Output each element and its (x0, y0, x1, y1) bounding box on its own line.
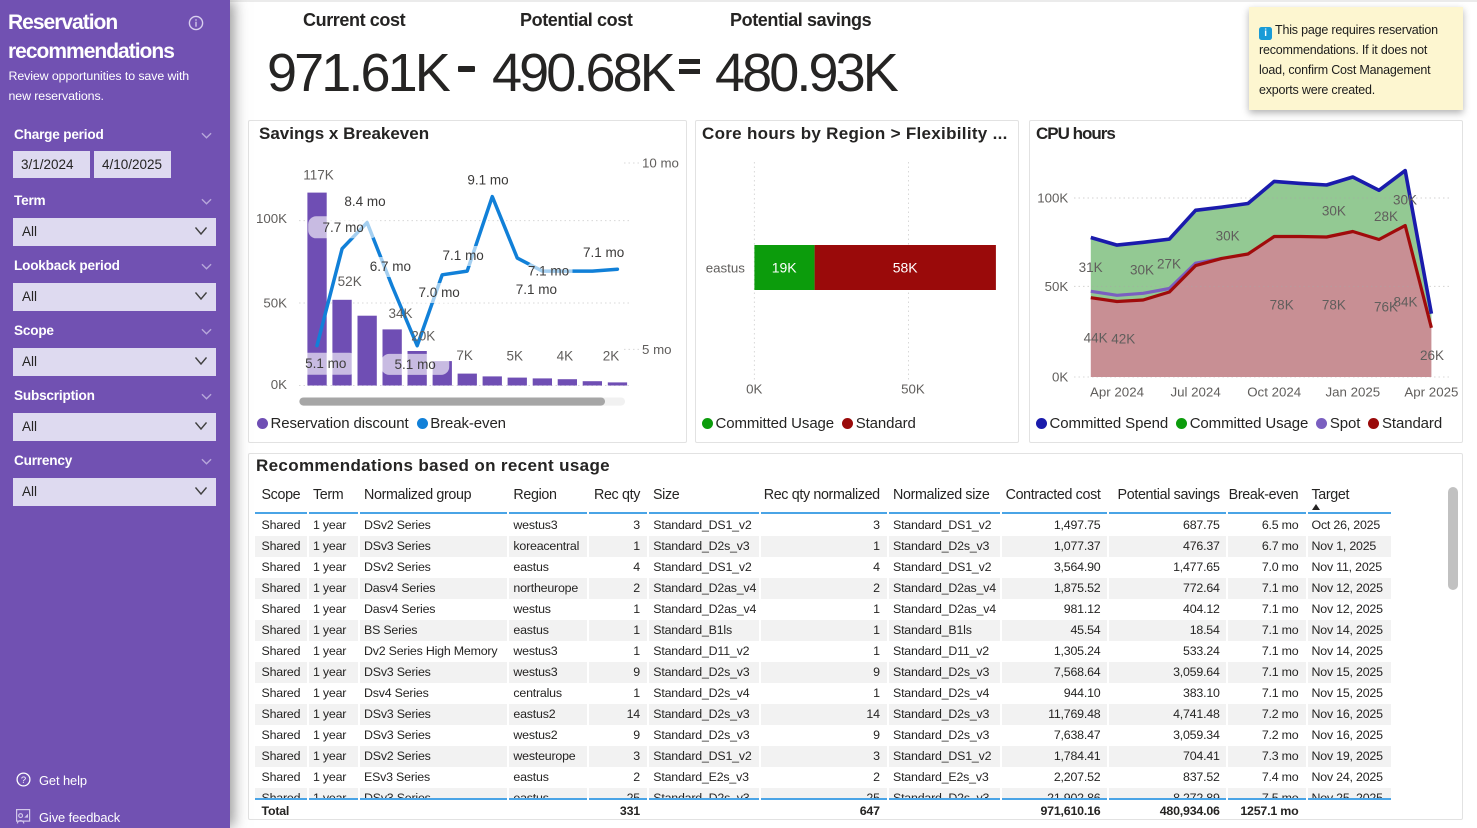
svg-text:76K: 76K (1374, 300, 1398, 315)
svg-text:0K: 0K (1052, 370, 1068, 385)
svg-text:2K: 2K (603, 348, 620, 363)
svg-text:30K: 30K (1216, 228, 1240, 243)
svg-text:117K: 117K (303, 168, 334, 183)
svg-text:30K: 30K (1393, 192, 1417, 207)
svg-text:10 mo: 10 mo (642, 156, 679, 171)
svg-text:28K: 28K (1374, 209, 1398, 224)
svg-text:42K: 42K (1111, 332, 1135, 347)
svg-text:27K: 27K (1157, 257, 1181, 272)
svg-text:31K: 31K (1079, 260, 1103, 275)
svg-text:5.1 mo: 5.1 mo (305, 356, 346, 371)
svg-text:50K: 50K (1045, 279, 1069, 294)
svg-text:?: ? (21, 775, 26, 786)
svg-text:50K: 50K (263, 296, 287, 311)
svg-text:30K: 30K (1322, 203, 1346, 218)
svg-text:50K: 50K (901, 382, 925, 397)
svg-text:7.1 mo: 7.1 mo (528, 263, 569, 278)
svg-text:6.7 mo: 6.7 mo (370, 259, 411, 274)
svg-text:34K: 34K (388, 306, 412, 321)
svg-text:78K: 78K (1322, 298, 1346, 313)
svg-text:20K: 20K (411, 329, 435, 344)
svg-text:5K: 5K (506, 348, 523, 363)
svg-text:eastus: eastus (706, 260, 746, 275)
svg-text:30K: 30K (1130, 262, 1154, 277)
svg-text:Apr 2025: Apr 2025 (1404, 385, 1458, 400)
svg-text:8.4 mo: 8.4 mo (344, 194, 385, 209)
svg-text:4K: 4K (557, 348, 574, 363)
svg-text:9.1 mo: 9.1 mo (467, 173, 508, 188)
svg-text:7K: 7K (456, 348, 473, 363)
svg-text:7.7 mo: 7.7 mo (323, 220, 364, 235)
svg-text:84K: 84K (1393, 294, 1417, 309)
svg-text:5 mo: 5 mo (642, 342, 672, 357)
svg-text:78K: 78K (1270, 298, 1294, 313)
svg-text:100K: 100K (256, 211, 287, 226)
svg-text:Apr 2024: Apr 2024 (1090, 385, 1144, 400)
svg-text:7.1 mo: 7.1 mo (443, 248, 484, 263)
svg-text:7.1 mo: 7.1 mo (583, 245, 624, 260)
svg-text:7.1 mo: 7.1 mo (516, 282, 557, 297)
svg-text:52K: 52K (338, 274, 362, 289)
svg-text:Jan 2025: Jan 2025 (1325, 385, 1380, 400)
svg-text:Oct 2024: Oct 2024 (1247, 385, 1301, 400)
svg-text:7.0 mo: 7.0 mo (419, 285, 460, 300)
svg-text:5.1 mo: 5.1 mo (395, 357, 436, 372)
svg-text:0K: 0K (271, 377, 287, 392)
svg-text:26K: 26K (1420, 348, 1444, 363)
svg-text:44K: 44K (1084, 331, 1108, 346)
svg-text:0K: 0K (746, 382, 762, 397)
svg-text:19K: 19K (772, 260, 798, 276)
svg-text:Jul 2024: Jul 2024 (1170, 385, 1220, 400)
svg-text:100K: 100K (1037, 191, 1068, 206)
svg-text:58K: 58K (893, 260, 919, 276)
